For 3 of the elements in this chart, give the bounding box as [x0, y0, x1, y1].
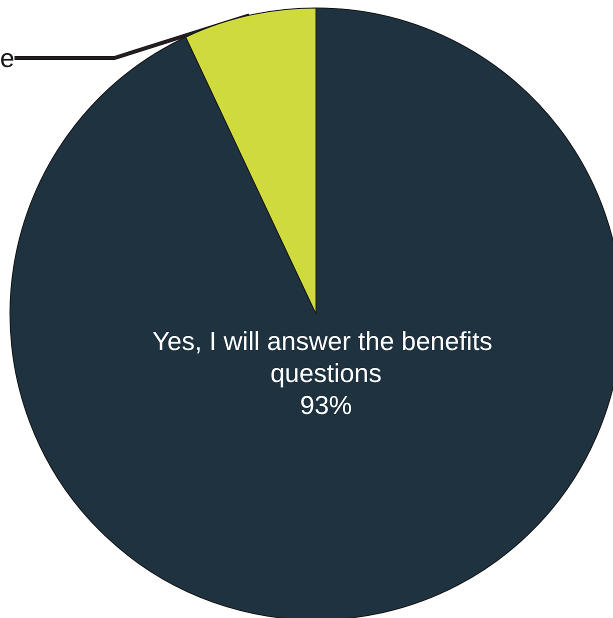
- data-label: 93%: [300, 390, 352, 420]
- slice-label: e: [0, 43, 14, 73]
- slice-label: Yes, I will answer the benefits questions: [152, 326, 500, 388]
